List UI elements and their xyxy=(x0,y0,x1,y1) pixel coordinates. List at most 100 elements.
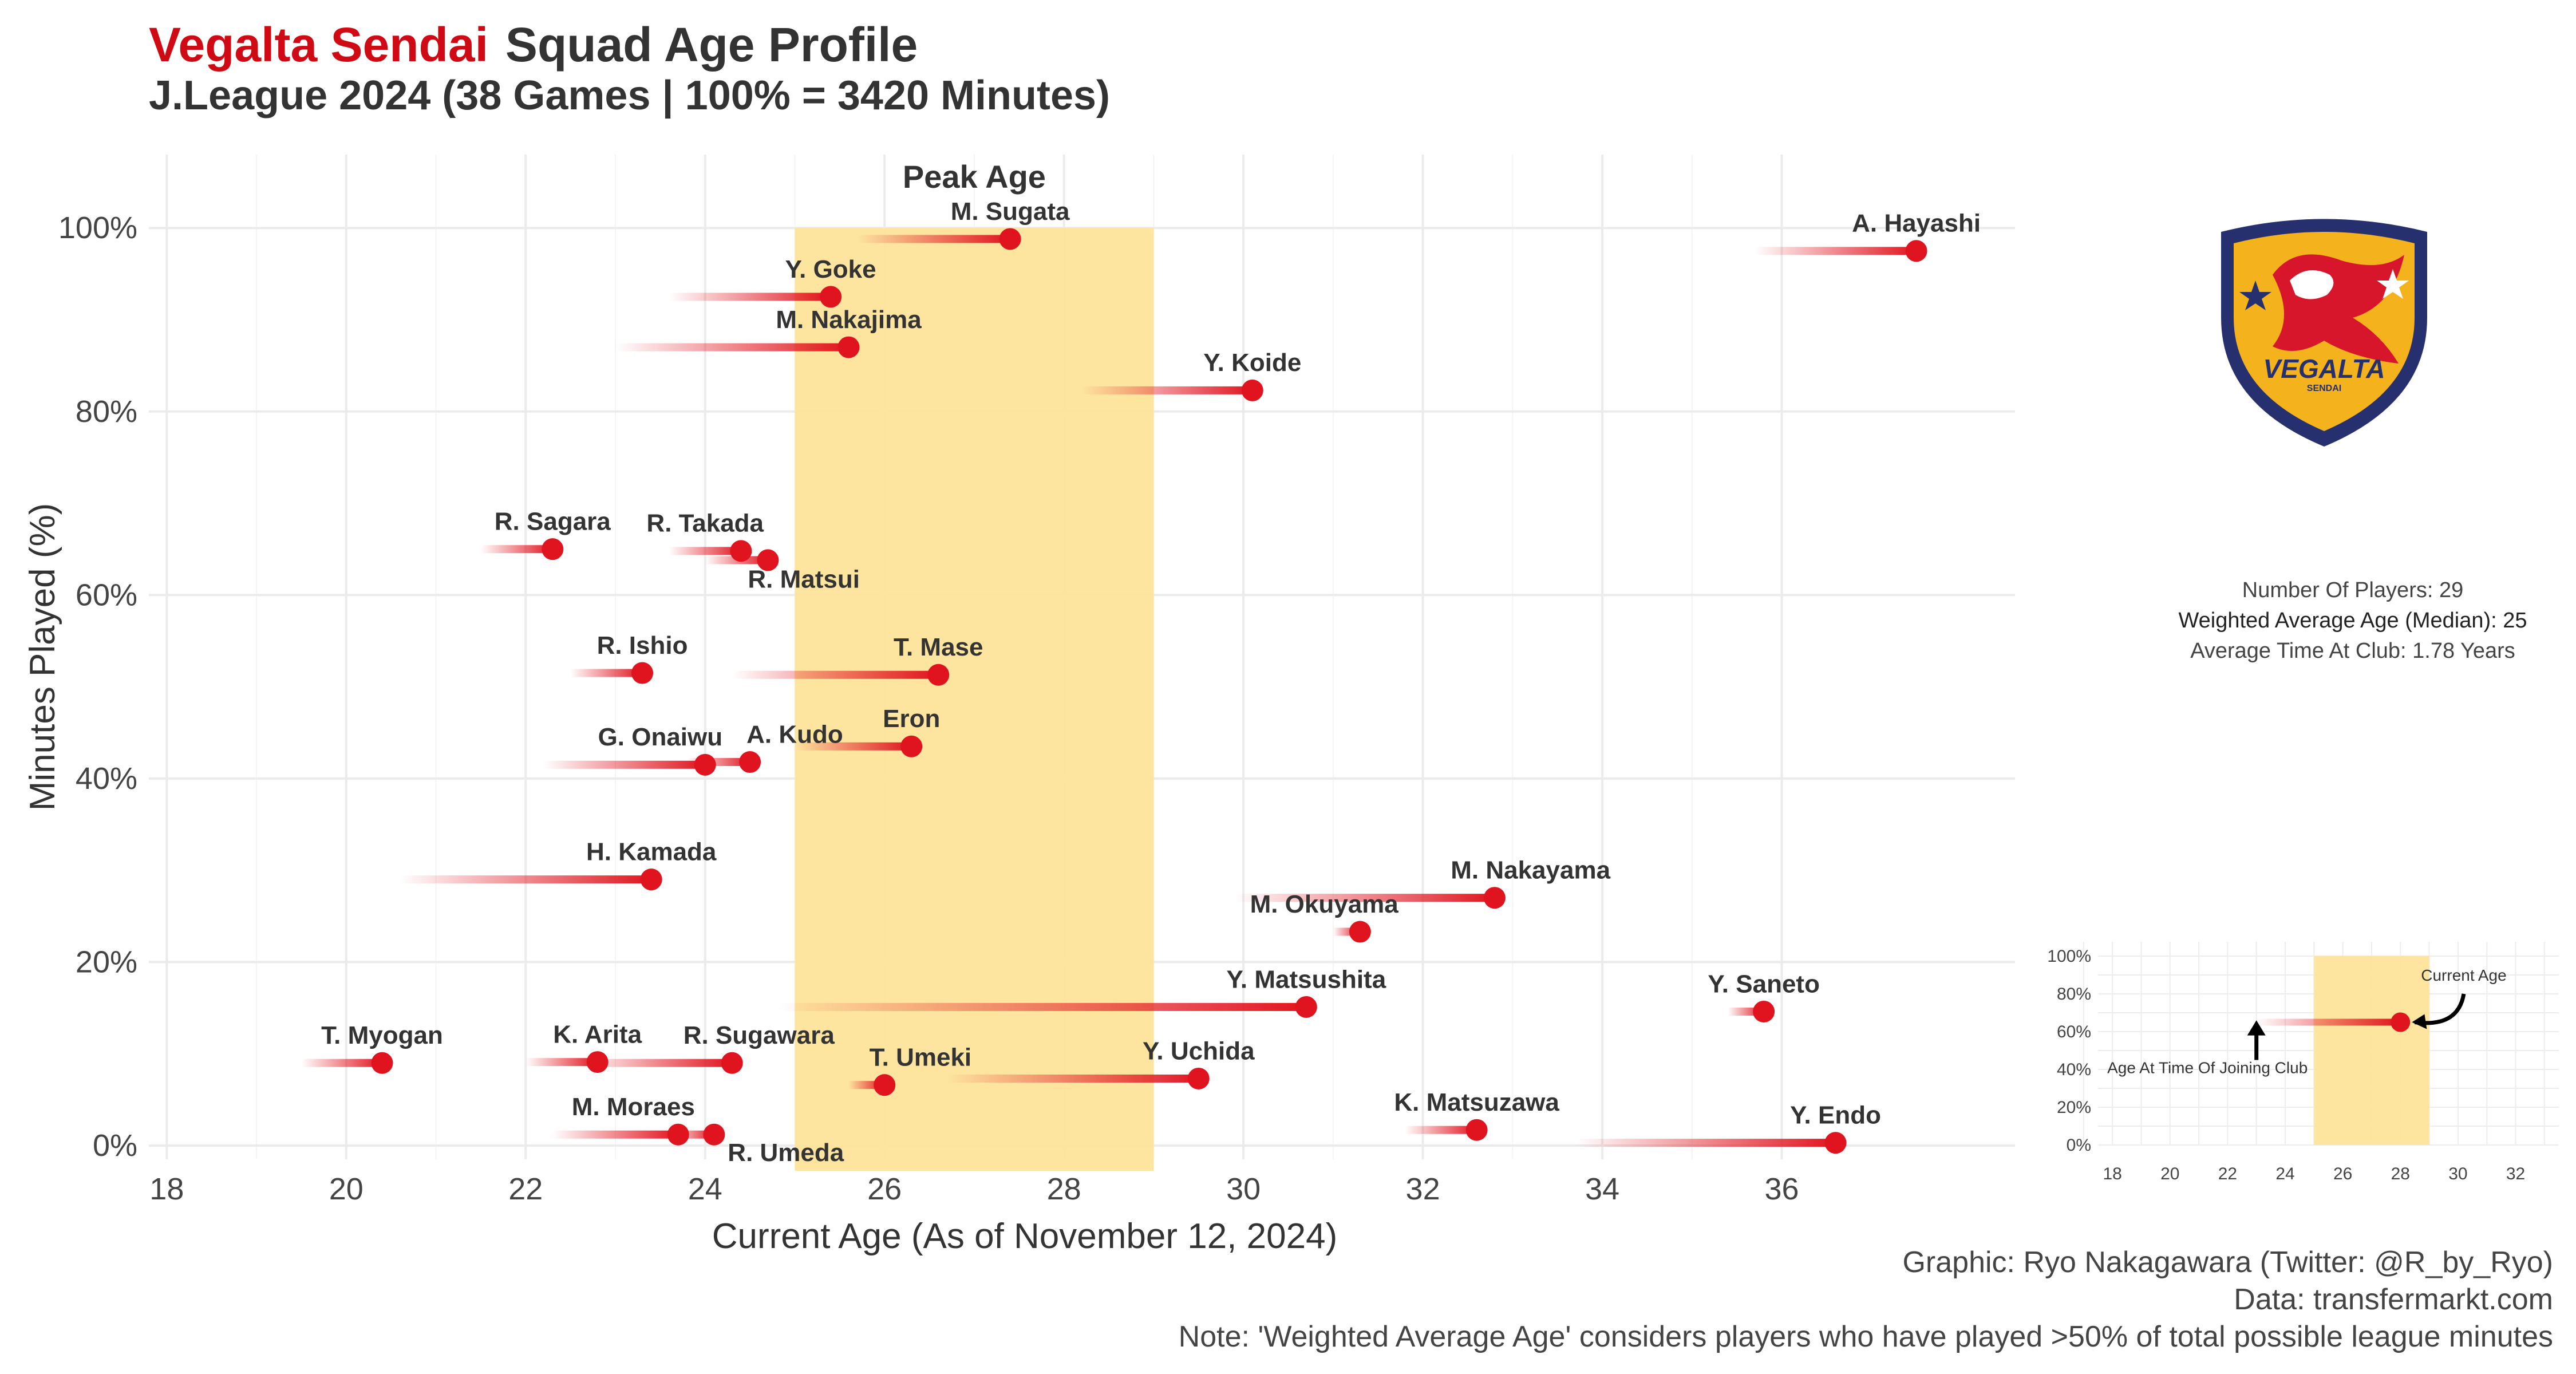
legend-y-tick-label: 40% xyxy=(2057,1060,2091,1079)
player-label: M. Okuyama xyxy=(1250,890,1399,918)
x-tick-label: 22 xyxy=(508,1172,543,1206)
player-label: R. Umeda xyxy=(728,1139,844,1167)
player-label: M. Nakajima xyxy=(776,306,922,334)
player-label: Y. Endo xyxy=(1790,1101,1881,1129)
player-point xyxy=(1349,921,1371,943)
club-logo: VEGALTA SENDAI xyxy=(2221,219,2427,447)
player-tenure-trail xyxy=(732,670,939,679)
player-point xyxy=(739,751,761,773)
player-point xyxy=(667,1123,689,1146)
player-tenure-trail xyxy=(777,1002,1306,1011)
player-label: H. Kamada xyxy=(586,838,717,866)
player-label: T. Mase xyxy=(894,633,983,661)
legend-joined-age-label: Age At Time Of Joining Club xyxy=(2107,1059,2308,1077)
legend-y-tick-label: 80% xyxy=(2057,985,2091,1004)
legend-x-tick-label: 22 xyxy=(2218,1164,2237,1183)
x-tick-label: 30 xyxy=(1226,1172,1261,1206)
player-point xyxy=(999,228,1021,250)
player-point xyxy=(542,538,564,560)
player-point xyxy=(927,664,950,686)
player-tenure-trail xyxy=(570,669,643,677)
player-point xyxy=(730,540,752,562)
player-point xyxy=(874,1074,896,1096)
legend-x-tick-label: 26 xyxy=(2333,1164,2352,1183)
player-tenure-trail xyxy=(669,547,741,555)
player-point xyxy=(757,549,779,571)
player-point xyxy=(837,336,860,358)
player-label: M. Sugata xyxy=(951,198,1070,226)
player-point xyxy=(1241,379,1263,401)
player-label: A. Hayashi xyxy=(1852,210,1981,238)
legend-current-arrowhead-icon xyxy=(2412,1014,2427,1029)
legend-x-tick-label: 32 xyxy=(2506,1164,2525,1183)
legend-x-tick-label: 30 xyxy=(2448,1164,2467,1183)
player-label: Y. Koide xyxy=(1203,349,1301,377)
x-tick-label: 24 xyxy=(688,1172,722,1206)
player-point xyxy=(694,753,716,776)
player-point xyxy=(586,1051,609,1073)
player-tenure-trail xyxy=(1082,386,1253,394)
y-tick-label: 60% xyxy=(76,578,137,612)
player-label: R. Sugawara xyxy=(683,1021,835,1049)
logo-star-left-icon xyxy=(2239,281,2271,310)
player-tenure-trail xyxy=(1234,894,1495,902)
player-label: K. Arita xyxy=(553,1020,642,1048)
legend-x-tick-label: 18 xyxy=(2103,1164,2121,1183)
player-tenure-trail xyxy=(1755,247,1917,255)
x-tick-label: 18 xyxy=(149,1172,184,1206)
player-point xyxy=(1905,240,1927,262)
player-point xyxy=(1465,1119,1488,1141)
player-tenure-trail xyxy=(1405,1126,1477,1134)
club-name: Vegalta Sendai xyxy=(149,18,488,72)
player-point xyxy=(1824,1132,1847,1154)
player-point xyxy=(703,1123,725,1146)
player-label: T. Umeki xyxy=(870,1044,972,1072)
x-tick-label: 26 xyxy=(867,1172,902,1206)
player-tenure-trail xyxy=(615,343,849,352)
player-label: Y. Uchida xyxy=(1143,1037,1255,1065)
legend-x-tick-label: 24 xyxy=(2275,1164,2294,1183)
player-tenure-trail xyxy=(795,742,912,751)
player-point xyxy=(631,662,654,684)
y-tick-label: 80% xyxy=(76,394,137,429)
player-label: R. Takada xyxy=(646,510,764,538)
player-label: Y. Saneto xyxy=(1708,970,1820,998)
logo-star-right-icon xyxy=(2377,269,2409,299)
legend-point xyxy=(2391,1012,2411,1032)
player-tenure-trail xyxy=(400,875,651,884)
player-label: G. Onaiwu xyxy=(598,723,723,751)
chart-title: Vegalta Sendai Squad Age Profile xyxy=(149,17,918,73)
player-point xyxy=(721,1052,743,1074)
peak-age-label: Peak Age xyxy=(903,159,1046,195)
stat-weighted-age: Weighted Average Age (Median): 25 xyxy=(2178,609,2527,633)
player-tenure-trail xyxy=(579,1059,732,1067)
player-tenure-trail xyxy=(301,1059,382,1067)
player-point xyxy=(1753,1000,1775,1022)
legend-y-tick-label: 20% xyxy=(2057,1098,2091,1117)
y-tick-label: 40% xyxy=(76,761,137,796)
x-tick-label: 20 xyxy=(329,1172,364,1206)
y-tick-label: 0% xyxy=(93,1128,137,1163)
player-label: R. Matsui xyxy=(748,565,860,593)
x-tick-label: 28 xyxy=(1047,1172,1081,1206)
player-label: K. Matsuzawa xyxy=(1394,1088,1559,1116)
player-point xyxy=(640,868,662,891)
y-axis-title: Minutes Played (%) xyxy=(23,503,62,811)
player-label: M. Nakayama xyxy=(1451,856,1610,885)
stat-players: Number Of Players: 29 xyxy=(2242,578,2464,602)
player-label: Eron xyxy=(883,705,940,733)
player-point xyxy=(1187,1067,1210,1089)
player-label: M. Moraes xyxy=(572,1093,695,1121)
y-tick-label: 20% xyxy=(76,945,137,979)
player-label: Y. Goke xyxy=(785,255,876,283)
legend-x-tick-label: 28 xyxy=(2391,1164,2410,1183)
y-tick-label: 100% xyxy=(58,211,137,245)
footer-credit: Graphic: Ryo Nakagawara (Twitter: @R_by_… xyxy=(1902,1246,2553,1279)
legend-y-tick-label: 0% xyxy=(2067,1136,2091,1155)
title-rest: Squad Age Profile xyxy=(505,18,918,72)
player-tenure-trail xyxy=(1575,1139,1836,1147)
player-tenure-trail xyxy=(552,1130,678,1139)
x-tick-label: 36 xyxy=(1764,1172,1799,1206)
player-tenure-trail xyxy=(858,235,1010,243)
